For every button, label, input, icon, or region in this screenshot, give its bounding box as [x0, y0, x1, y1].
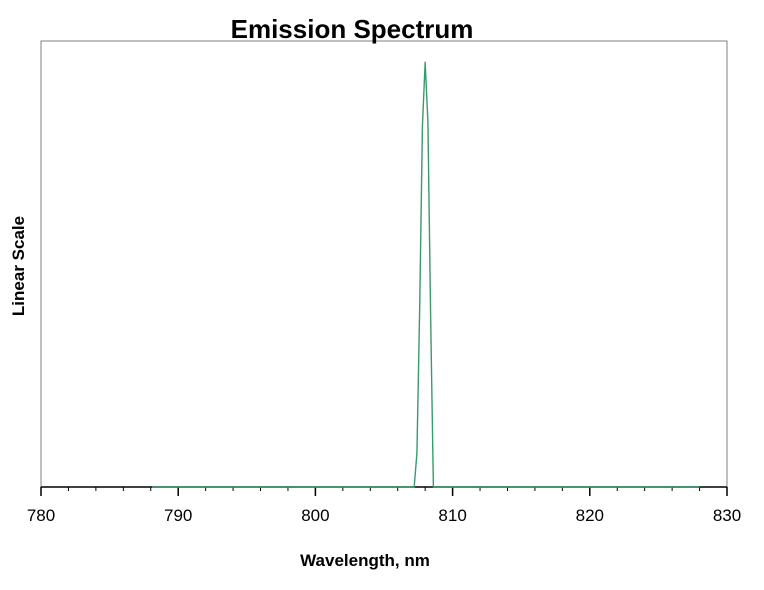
x-tick-label: 790 [164, 506, 192, 525]
x-tick-label: 810 [438, 506, 466, 525]
y-axis-label: Linear Scale [9, 216, 28, 316]
x-axis-ticks: 780 790 800 810 820 830 [27, 487, 741, 525]
x-tick-label: 830 [713, 506, 741, 525]
chart-title: Emission Spectrum [231, 14, 474, 44]
x-tick-label: 820 [576, 506, 604, 525]
x-tick-label: 780 [27, 506, 55, 525]
series-layer [152, 61, 700, 488]
plot-area [40, 40, 728, 488]
x-axis-label: Wavelength, nm [300, 551, 430, 570]
x-tick-label: 800 [301, 506, 329, 525]
emission-series-line [152, 61, 700, 488]
